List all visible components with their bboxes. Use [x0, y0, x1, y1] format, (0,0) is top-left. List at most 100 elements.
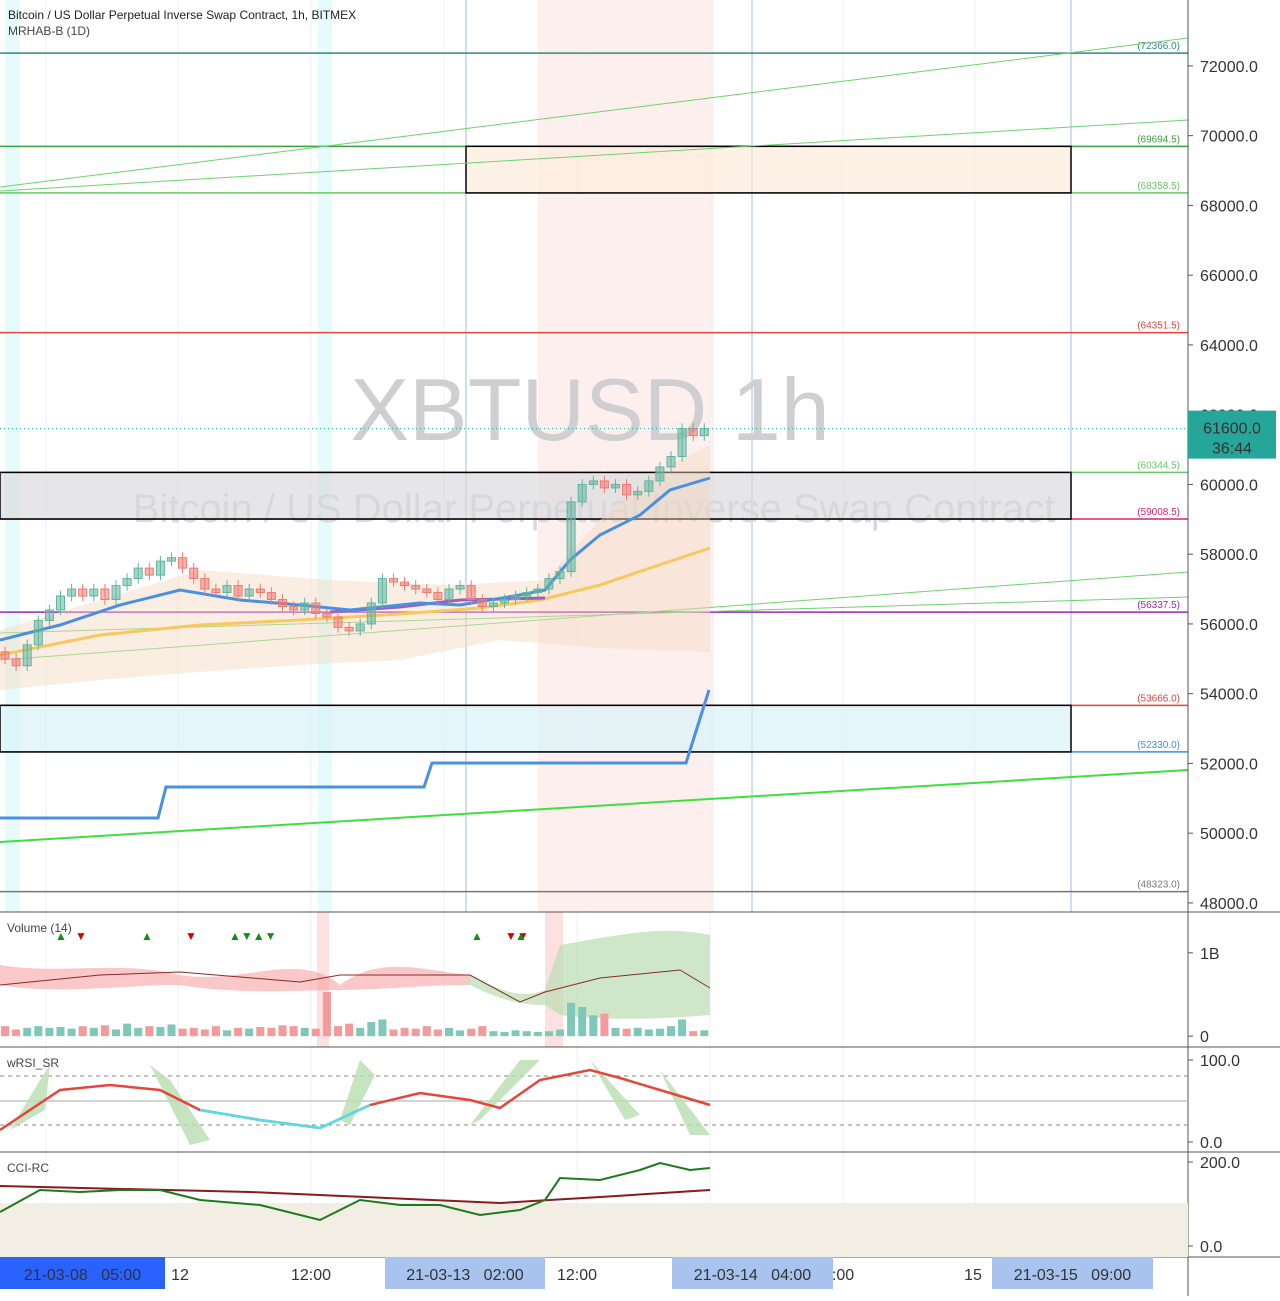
ma-slow — [0, 546, 711, 657]
candle-body — [500, 599, 509, 604]
volume-bar — [622, 1028, 631, 1037]
candle-body — [44, 609, 54, 621]
candle-body — [544, 578, 554, 590]
cci-band — [0, 1203, 1188, 1257]
candle-body — [155, 560, 165, 576]
volume-bar — [445, 1027, 453, 1037]
candle-body — [266, 592, 276, 601]
cci-signal — [0, 1185, 711, 1205]
y-tick-label: 200.0 — [1200, 1155, 1240, 1172]
pane-title: CCI-RC — [7, 1161, 49, 1175]
y-tick-label: 56000.0 — [1200, 617, 1258, 634]
volume-bar — [45, 1027, 54, 1037]
x-marker — [0, 1257, 165, 1289]
volume-bar — [267, 1027, 276, 1037]
candle-body — [311, 602, 321, 614]
candle-body — [222, 585, 232, 594]
volume-bar — [578, 1007, 587, 1037]
y-tick-label: 72000.0 — [1200, 59, 1258, 76]
y-tick-label: 58000.0 — [1200, 547, 1258, 564]
level-label: (52330.0) — [1137, 740, 1180, 751]
volume-bar — [12, 1029, 21, 1037]
candle-body — [33, 619, 43, 646]
svg-text:▲: ▲ — [55, 929, 67, 943]
candle-body — [244, 588, 254, 597]
candle-body — [78, 588, 88, 597]
y-tick-label: 100.0 — [1200, 1053, 1240, 1070]
volume-bar — [667, 1026, 675, 1037]
candle-body — [466, 585, 476, 601]
candle-body — [333, 616, 343, 628]
candle-body — [477, 599, 487, 607]
volume-bar — [489, 1031, 498, 1037]
volume-bar — [556, 1029, 564, 1037]
candle-body — [688, 428, 698, 437]
candle-body — [611, 483, 620, 489]
volume-bar — [100, 1025, 109, 1037]
y-tick-label: 1B — [1200, 946, 1220, 963]
candle-body — [255, 588, 265, 594]
volume-bar — [245, 1028, 254, 1037]
candle-body — [622, 483, 632, 496]
y-tick-label: 68000.0 — [1200, 198, 1258, 215]
candle-body — [322, 612, 332, 618]
candle-body — [111, 585, 121, 601]
y-tick-label: 0.0 — [1200, 1239, 1222, 1256]
last-price-tag — [1188, 410, 1276, 459]
volume-bar — [23, 1027, 32, 1037]
volume-bar — [533, 1032, 542, 1037]
y-tick-label: 48000.0 — [1200, 896, 1258, 913]
candle-body — [555, 571, 565, 580]
ma-fast — [0, 476, 711, 642]
volume-bar — [378, 1019, 387, 1037]
pane-title: Volume (14) — [7, 921, 72, 935]
candle-body — [278, 599, 287, 607]
cci-line — [0, 1161, 711, 1222]
candle-body — [300, 602, 310, 611]
svg-text:▼: ▼ — [185, 929, 197, 943]
volume-bar — [478, 1026, 487, 1037]
candle-body — [56, 595, 65, 611]
volume-bar — [256, 1027, 265, 1037]
volume-bar — [611, 1027, 620, 1037]
chart-title: Bitcoin / US Dollar Perpetual Inverse Sw… — [8, 8, 356, 22]
candle-body — [22, 644, 32, 667]
zone — [465, 145, 1072, 194]
level-label: (48323.0) — [1137, 880, 1180, 891]
volume-bar — [544, 1031, 553, 1037]
x-tick-label: 15 — [964, 1267, 982, 1284]
x-tick-label: 12:00 — [291, 1267, 331, 1284]
volume-band — [470, 930, 710, 1019]
volume-bar — [112, 1029, 120, 1037]
volume-bar — [467, 1028, 476, 1037]
x-tick-label: :00 — [832, 1267, 854, 1284]
volume-bar — [234, 1027, 243, 1037]
x-tick-label: 12:00 — [557, 1267, 597, 1284]
level-label: (68358.5) — [1137, 181, 1180, 192]
level-label: (56337.5) — [1137, 600, 1180, 611]
volume-bar — [600, 1013, 609, 1037]
candle-body — [389, 578, 398, 583]
candle-body — [533, 588, 543, 594]
volume-bar — [500, 1032, 509, 1037]
y-tick-label: 64000.0 — [1200, 338, 1258, 355]
candle-body — [566, 501, 576, 573]
volume-bar — [156, 1027, 165, 1037]
svg-text:▼: ▼ — [75, 929, 87, 943]
session-band — [318, 0, 332, 912]
candle-body — [522, 592, 532, 597]
candle-body — [144, 567, 154, 576]
candle-body — [189, 567, 199, 580]
trend-lines — [0, 37, 1189, 843]
candle-body — [644, 480, 654, 492]
candle-body — [699, 428, 709, 437]
volume-bar — [367, 1022, 376, 1037]
volume-bar — [334, 1026, 342, 1037]
volume-bar — [223, 1030, 231, 1037]
candle-body — [411, 585, 421, 590]
volume-bar — [433, 1029, 442, 1037]
x-marker-label: 21-03-14 04:00 — [694, 1267, 812, 1284]
watermark-symbol: XBTUSD 1h — [350, 360, 829, 459]
level-label: (53666.0) — [1137, 693, 1180, 704]
